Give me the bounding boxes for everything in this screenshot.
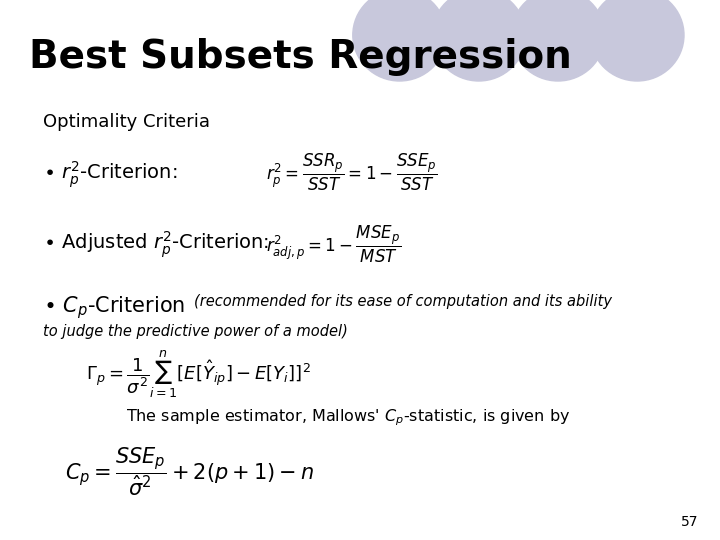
Ellipse shape [432,0,526,81]
Text: Best Subsets Regression: Best Subsets Regression [29,38,572,76]
Ellipse shape [511,0,605,81]
Text: $\bullet\ C_p$-Criterion: $\bullet\ C_p$-Criterion [43,294,186,321]
Text: $\Gamma_p = \dfrac{1}{\sigma^2} \sum_{i=1}^{n} [E[\hat{Y}_{ip}] - E[Y_i]]^2$: $\Gamma_p = \dfrac{1}{\sigma^2} \sum_{i=… [86,348,311,400]
Text: Optimality Criteria: Optimality Criteria [43,113,210,131]
Ellipse shape [353,0,446,81]
Text: $C_p = \dfrac{SSE_p}{\hat{\sigma}^2} + 2(p+1) - n$: $C_p = \dfrac{SSE_p}{\hat{\sigma}^2} + 2… [65,446,314,498]
Text: $\bullet$ Adjusted $r_p^2$-Criterion:: $\bullet$ Adjusted $r_p^2$-Criterion: [43,230,269,260]
Text: (recommended for its ease of computation and its ability: (recommended for its ease of computation… [194,294,613,309]
Text: $r_{adj,p}^2 = 1 - \dfrac{MSE_p}{MST}$: $r_{adj,p}^2 = 1 - \dfrac{MSE_p}{MST}$ [266,224,402,265]
Text: $\bullet\ r_p^2$-Criterion:: $\bullet\ r_p^2$-Criterion: [43,159,178,190]
Text: The sample estimator, Mallows' $C_p$-statistic, is given by: The sample estimator, Mallows' $C_p$-sta… [126,408,570,428]
Text: 57: 57 [681,515,698,529]
Text: $r_p^2 = \dfrac{SSR_p}{SST} = 1 - \dfrac{SSE_p}{SST}$: $r_p^2 = \dfrac{SSR_p}{SST} = 1 - \dfrac… [266,152,438,193]
Text: to judge the predictive power of a model): to judge the predictive power of a model… [43,324,348,339]
Ellipse shape [590,0,684,81]
